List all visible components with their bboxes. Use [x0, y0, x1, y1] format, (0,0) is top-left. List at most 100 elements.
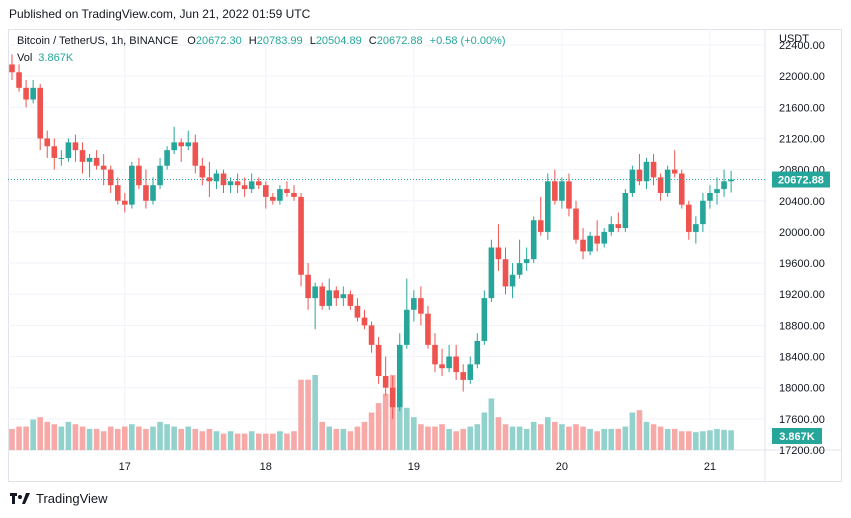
- candle: [114, 177, 121, 205]
- candle: [319, 282, 325, 310]
- time-tick-label: 21: [704, 461, 716, 473]
- volume-bar: [629, 412, 636, 450]
- tradingview-footer[interactable]: TradingView: [10, 491, 108, 506]
- candle-body: [693, 224, 699, 232]
- volume-bar: [714, 428, 720, 450]
- candle-body: [545, 181, 551, 232]
- candle: [453, 344, 459, 380]
- candle-body: [234, 181, 241, 186]
- candle: [143, 169, 149, 209]
- candle: [234, 173, 241, 193]
- candle: [657, 173, 664, 201]
- candle: [185, 130, 192, 151]
- volume-bars: [9, 375, 734, 450]
- price-tick-label: 21200.00: [779, 133, 825, 145]
- brand-label: TradingView: [36, 491, 108, 506]
- symbol-label[interactable]: Bitcoin / TetherUS, 1h, BINANCE: [17, 35, 179, 47]
- candle-body: [143, 185, 149, 201]
- volume-bar: [298, 379, 304, 450]
- volume-bar: [65, 421, 72, 450]
- candle: [566, 173, 572, 217]
- volume-bar: [453, 431, 459, 450]
- candle: [79, 142, 86, 174]
- candle-body: [446, 356, 452, 369]
- candle-body: [502, 259, 509, 287]
- candle-body: [312, 286, 318, 299]
- candle-body: [305, 274, 311, 299]
- high-label: H: [248, 35, 257, 47]
- candle: [44, 130, 51, 158]
- volume-bar: [608, 428, 615, 450]
- volume-bar: [643, 421, 650, 450]
- volume-bar: [650, 424, 657, 450]
- tradingview-logo-icon: [10, 492, 30, 504]
- volume-bar: [671, 428, 678, 450]
- candle: [220, 169, 227, 193]
- volume-bar: [523, 428, 530, 450]
- volume-bar: [150, 426, 156, 450]
- candle-body: [375, 344, 382, 377]
- volume-bar: [79, 426, 86, 450]
- volume-bar: [93, 428, 100, 450]
- volume-bar: [164, 424, 170, 450]
- price-tick-label: 18400.00: [779, 352, 825, 364]
- candle: [693, 216, 699, 244]
- candle: [530, 216, 537, 264]
- volume-bar: [220, 433, 227, 450]
- candlestick-chart[interactable]: 22400.0022000.0021600.0021200.0020800.00…: [8, 29, 842, 482]
- candle: [255, 177, 262, 190]
- candle-body: [79, 150, 86, 162]
- candle: [354, 298, 361, 322]
- candle: [389, 376, 396, 419]
- volume-bar: [100, 431, 107, 450]
- candle-body: [291, 192, 297, 197]
- candle: [411, 290, 417, 322]
- candle-body: [129, 165, 135, 205]
- volume-label: Vol: [17, 52, 33, 64]
- volume-bar: [58, 426, 65, 450]
- candle-body: [622, 192, 629, 229]
- candle-body: [58, 157, 65, 159]
- candle: [72, 134, 79, 162]
- volume-bar: [474, 424, 481, 450]
- candle: [23, 80, 29, 108]
- volume-bar: [171, 426, 177, 450]
- candle: [425, 305, 431, 349]
- candle-body: [368, 325, 375, 345]
- candle: [404, 278, 410, 349]
- candle-body: [714, 189, 720, 193]
- candle: [340, 286, 347, 306]
- volume-bar: [37, 417, 43, 450]
- candle-body: [411, 298, 417, 310]
- candle-body: [432, 344, 438, 365]
- volume-bar: [587, 428, 593, 450]
- candle: [502, 247, 509, 295]
- candle-body: [509, 274, 516, 287]
- volume-bar: [192, 428, 199, 450]
- candle: [241, 177, 248, 197]
- volume-bar: [248, 431, 255, 450]
- candle-body: [30, 87, 36, 100]
- price-tick-label: 18000.00: [779, 383, 825, 395]
- candle-body: [650, 161, 657, 178]
- chart-frame: [8, 29, 842, 482]
- volume-bar: [446, 428, 452, 450]
- candle: [382, 356, 389, 396]
- candle-body: [270, 196, 276, 201]
- candle: [418, 286, 424, 326]
- volume-bar: [368, 412, 375, 450]
- candle: [213, 169, 220, 190]
- volume-bar: [157, 421, 163, 450]
- volume-bar: [347, 431, 354, 450]
- volume-bar: [136, 426, 142, 450]
- candle-body: [671, 169, 678, 174]
- volume-bar: [326, 426, 333, 450]
- candle: [375, 337, 382, 384]
- volume-bar: [594, 431, 600, 450]
- open-value: 20672.30: [195, 35, 242, 47]
- volume-bar: [255, 433, 262, 450]
- candle: [573, 200, 579, 244]
- low-value: 20504.89: [315, 35, 362, 47]
- volume-bar: [425, 426, 431, 450]
- candle-body: [213, 173, 220, 182]
